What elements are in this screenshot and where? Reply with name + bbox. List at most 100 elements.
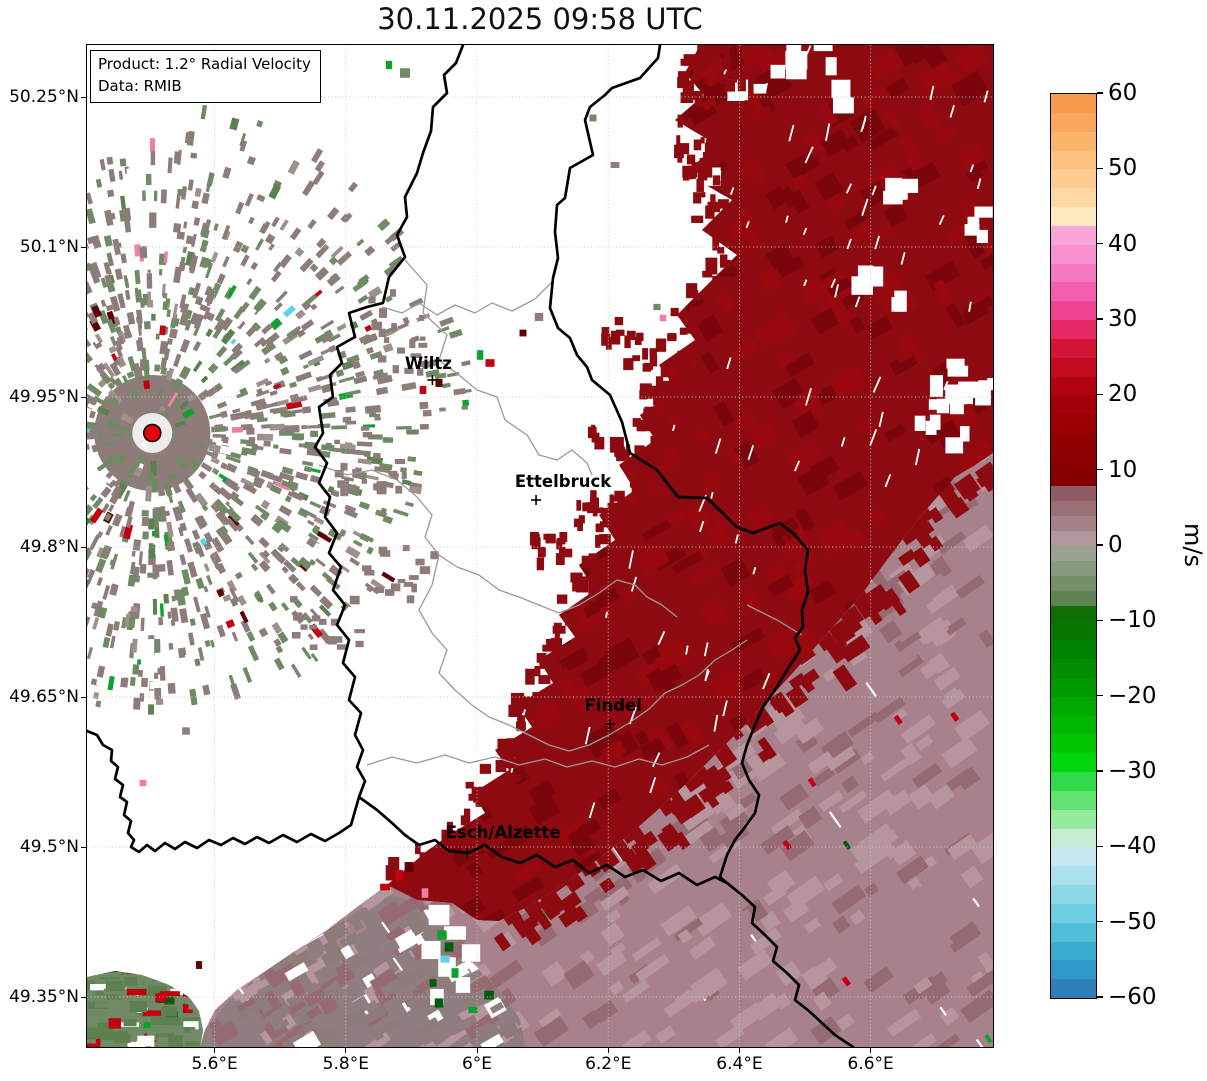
colorbar-tick-label: −10 — [1108, 607, 1157, 634]
colorbar-segment — [1051, 244, 1096, 265]
colorbar-tick-mark — [1097, 92, 1103, 94]
longitude-tick-label: 6°E — [461, 1054, 493, 1074]
colorbar-segment — [1051, 395, 1096, 415]
colorbar-tick-mark — [1097, 619, 1103, 621]
colorbar-tick-label: 40 — [1108, 230, 1138, 257]
colorbar-tick-label: −40 — [1108, 833, 1157, 860]
colorbar-segment — [1051, 301, 1096, 321]
city-label: Wiltz — [405, 354, 452, 373]
colorbar-tick-label: 60 — [1108, 80, 1138, 106]
colorbar-segment — [1051, 112, 1096, 133]
colorbar-segment — [1051, 809, 1096, 830]
colorbar-tick-mark — [1097, 695, 1103, 697]
red-scatter — [385, 45, 791, 881]
data-source-label: Data: RMIB — [98, 76, 182, 95]
figure-title: 30.11.2025 09:58 UTC — [377, 2, 703, 36]
clutter-field — [87, 104, 472, 715]
city-marker — [605, 719, 616, 729]
colorbar-segment — [1051, 207, 1096, 227]
colorbar-segment — [1051, 433, 1096, 453]
colorbar-segment — [1051, 188, 1096, 208]
latitude-tick-mark — [81, 696, 87, 698]
longitude-tick-label: 5.6°E — [191, 1054, 238, 1074]
longitude-tick-label: 5.8°E — [322, 1054, 369, 1074]
graticule — [87, 45, 993, 1047]
colorbar-segment — [1051, 515, 1096, 532]
city-marker — [531, 495, 542, 505]
longitude-tick-mark — [214, 1047, 216, 1053]
longitude-tick-label: 6.6°E — [847, 1054, 894, 1074]
colorbar-tick-mark — [1097, 167, 1103, 169]
colorbar-segment — [1051, 338, 1096, 359]
longitude-tick-mark — [870, 1047, 872, 1053]
longitude-tick-label: 6.2°E — [585, 1054, 632, 1074]
colorbar-segment — [1051, 903, 1096, 924]
colorbar-segment — [1051, 376, 1096, 396]
colorbar-tick-label: 10 — [1108, 456, 1138, 483]
colorbar-segment — [1051, 500, 1096, 517]
colorbar-segment — [1051, 414, 1096, 434]
latitude-tick-mark — [81, 996, 87, 998]
colorbar-segment — [1051, 576, 1096, 592]
colorbar-segment — [1051, 866, 1096, 886]
colorbar-segment — [1051, 561, 1096, 577]
colorbar-segment — [1051, 621, 1096, 641]
latitude-tick-label: 49.5°N — [19, 837, 79, 857]
colorbar-tick-mark — [1097, 996, 1103, 998]
colorbar-segment — [1051, 696, 1096, 717]
colorbar-tick-mark — [1097, 469, 1103, 471]
latitude-tick-label: 50.1°N — [19, 237, 79, 257]
radar-map-canvas: Wiltz Ettelbruck Findel Esch/Alzette — [87, 45, 993, 1047]
colorbar-segment — [1051, 677, 1096, 698]
colorbar-tick-label: −60 — [1108, 984, 1157, 1010]
longitude-tick-mark — [345, 1047, 347, 1053]
colorbar-segment — [1051, 485, 1096, 502]
colorbar-segment — [1051, 734, 1096, 754]
colorbar-segment — [1051, 451, 1096, 472]
colorbar-segment — [1051, 847, 1096, 867]
colorbar-segment — [1051, 320, 1096, 340]
colorbar-segment — [1051, 546, 1096, 562]
colorbar-tick-label: −30 — [1108, 758, 1157, 784]
longitude-tick-mark — [476, 1047, 478, 1053]
colorbar-tick-mark — [1097, 393, 1103, 395]
colorbar-segment — [1051, 470, 1096, 487]
colorbar-tick-mark — [1097, 544, 1103, 546]
latitude-tick-label: 49.35°N — [9, 987, 79, 1007]
colorbar — [1050, 93, 1097, 999]
map-area: Wiltz Ettelbruck Findel Esch/Alzette Produc… — [86, 44, 994, 1048]
colorbar-segment — [1051, 960, 1096, 980]
latitude-tick-label: 49.95°N — [9, 387, 79, 407]
latitude-tick-mark — [81, 246, 87, 248]
colorbar-segment — [1051, 263, 1096, 283]
colorbar-segment — [1051, 131, 1096, 152]
city-label: Esch/Alzette — [446, 823, 561, 842]
colorbar-segment — [1051, 530, 1096, 547]
latitude-tick-mark — [81, 846, 87, 848]
colorbar-tick-label: 50 — [1108, 155, 1138, 182]
longitude-tick-mark — [607, 1047, 609, 1053]
colorbar-tick-mark — [1097, 770, 1103, 772]
latitude-tick-mark — [81, 546, 87, 548]
velocity-field — [87, 45, 993, 1047]
colorbar-segment — [1051, 357, 1096, 378]
colorbar-tick-mark — [1097, 845, 1103, 847]
product-info-box: Product: 1.2° Radial Velocity Data: RMIB — [90, 50, 321, 103]
latitude-tick-label: 50.25°N — [9, 87, 79, 107]
longitude-tick-label: 6.4°E — [716, 1054, 763, 1074]
colorbar-segment — [1051, 753, 1096, 773]
city-label: Ettelbruck — [515, 472, 612, 491]
product-label: Product: 1.2° Radial Velocity — [98, 55, 311, 73]
colorbar-segment — [1051, 772, 1096, 792]
colorbar-segment — [1051, 828, 1096, 848]
colorbar-tick-mark — [1097, 243, 1103, 245]
colorbar-tick-label: −50 — [1108, 908, 1157, 935]
colorbar-segment — [1051, 282, 1096, 302]
colorbar-tick-mark — [1097, 921, 1103, 923]
colorbar-tick-label: 30 — [1108, 306, 1138, 332]
colorbar-segment — [1051, 715, 1096, 735]
colorbar-tick-label: 20 — [1108, 381, 1138, 408]
colorbar-segment — [1051, 790, 1096, 811]
city-marker — [427, 375, 438, 385]
